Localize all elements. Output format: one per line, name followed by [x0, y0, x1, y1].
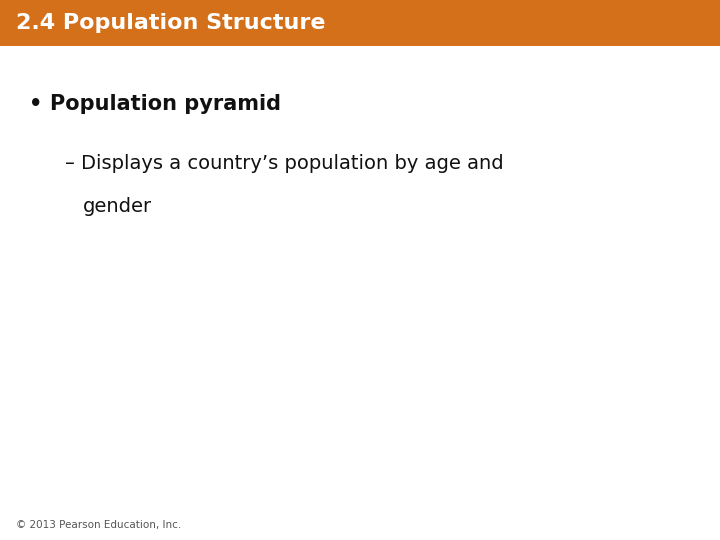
Bar: [0, 0, 720, 46]
Text: – Displays a country’s population by age and: – Displays a country’s population by age…: [65, 154, 503, 173]
Text: Population pyramid: Population pyramid: [50, 94, 282, 114]
Text: © 2013 Pearson Education, Inc.: © 2013 Pearson Education, Inc.: [16, 520, 181, 530]
Text: 2.4 Population Structure: 2.4 Population Structure: [16, 13, 325, 33]
Text: •: •: [29, 94, 42, 114]
Text: gender: gender: [83, 197, 152, 216]
